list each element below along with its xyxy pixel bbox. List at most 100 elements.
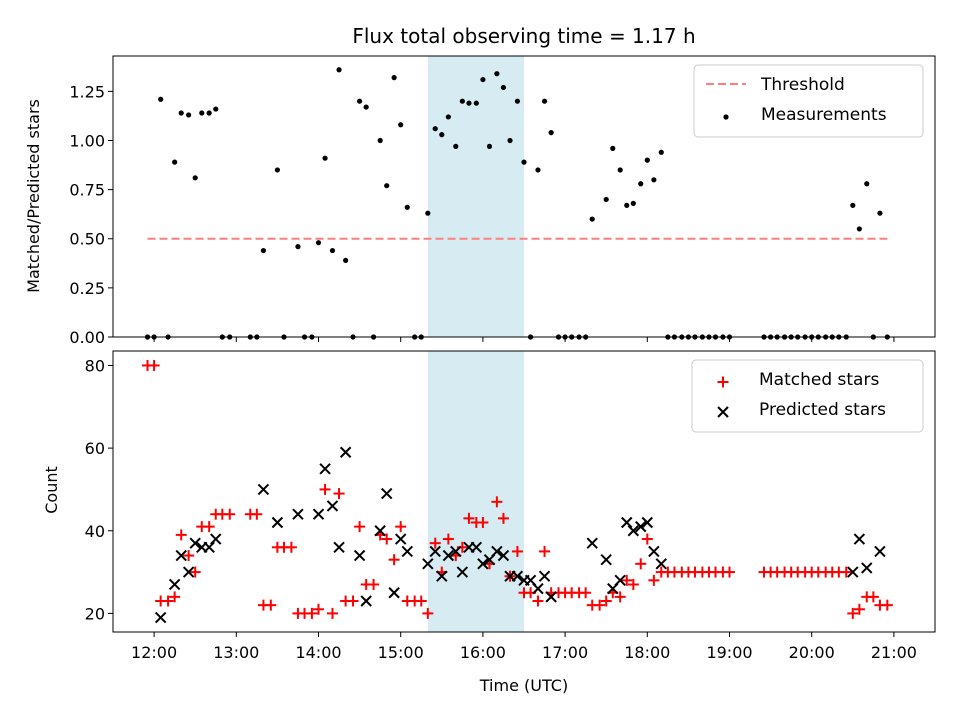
bottom-series-1-point-1-b	[168, 578, 181, 591]
bottom-series-0-point-23	[313, 603, 324, 615]
bottom-series-0-point-71	[641, 533, 653, 545]
bottom-series-1-point-11-b	[312, 508, 325, 520]
bottom-series-1-point-30-b	[470, 541, 483, 553]
top-series-0-point-9	[206, 110, 212, 116]
bottom-series-1-point-9	[271, 516, 284, 529]
bottom-series-1-point-10-b	[292, 508, 304, 520]
bottom-series-1-point-20-b	[388, 587, 400, 599]
top-series-0-point-41	[453, 143, 459, 149]
bottom-series-0-point-19	[285, 541, 297, 553]
bottom-series-1-point-17	[360, 595, 372, 607]
bottom-series-0-point-28	[347, 595, 359, 607]
bottom-series-1-point-22	[401, 545, 413, 558]
bottom-xtick-label-0: 12:00	[131, 643, 177, 662]
bottom-series-0	[142, 359, 893, 619]
top-series-0-point-63	[610, 145, 616, 151]
bottom-series-1-point-27	[450, 545, 462, 558]
top-legend-label-1: Measurements	[761, 105, 887, 125]
legend-predicted-swatch	[717, 406, 729, 418]
bottom-series-1-point-54-b	[861, 562, 873, 574]
bottom-series-0-point-102	[881, 599, 893, 611]
bottom-series-1-point-20	[388, 587, 400, 599]
bottom-xtick-label-2: 14:00	[295, 643, 341, 662]
bottom-series-1-point-52-b	[847, 566, 859, 578]
bottom-series-1-point-40-b	[538, 570, 551, 582]
top-series-0-point-44	[473, 100, 479, 106]
top-series-0-point-5	[178, 110, 184, 116]
bottom-xtick-label-7: 19:00	[706, 643, 752, 662]
top-series-0-point-33	[398, 122, 404, 128]
bottom-series-0-point-49	[491, 496, 503, 508]
bottom-series-0-point-26	[333, 488, 345, 500]
top-ytick-label-2: 0.50	[69, 230, 105, 249]
bottom-series-0-point-50	[497, 512, 509, 524]
top-series-0-point-48	[500, 84, 507, 91]
bottom-series-0-point-55	[532, 595, 544, 607]
top-ytick-label-0: 0.00	[69, 328, 105, 347]
bottom-series-1-point-25-b	[436, 570, 448, 582]
bottom-series-0-point-83	[724, 566, 735, 578]
bottom-series-1-point-19-b	[381, 487, 393, 500]
bottom-series-1-point-50	[648, 545, 660, 558]
top-series-0-point-66	[630, 200, 636, 206]
top-series-0-point-27	[357, 98, 363, 104]
bottom-series-1-point-33	[491, 545, 503, 558]
bottom-series-1-point-13	[326, 500, 339, 512]
top-y-axis-label: Matched/Predicted stars	[24, 99, 43, 293]
top-series-0-point-22	[322, 155, 328, 161]
top-series-0-point-53	[535, 167, 541, 173]
bottom-xtick-label-6: 18:00	[624, 643, 670, 662]
top-chart-title: Flux total observing time = 1.17 h	[352, 24, 695, 48]
bottom-legend: Matched stars Predicted stars	[691, 359, 924, 433]
top-series-0-point-54	[541, 98, 548, 104]
bottom-series-0-point-68	[621, 574, 633, 586]
bottom-series-1-point-41-b	[545, 591, 557, 603]
bottom-series-0-point-14	[251, 508, 263, 520]
bottom-ytick-label-0: 20	[85, 604, 105, 623]
bottom-xtick-label-8: 20:00	[789, 643, 835, 662]
top-series-0-point-16	[274, 167, 280, 173]
bottom-series-1-point-4	[189, 537, 201, 549]
bottom-series-0-point-47	[477, 516, 489, 528]
bottom-series-0-point-7	[189, 566, 201, 578]
legend-predicted-swatch-b	[717, 406, 729, 418]
top-series-0-point-47	[494, 71, 500, 77]
top-series-0-point-38	[432, 126, 438, 132]
top-series-0-point-31	[384, 183, 390, 189]
top-legend-box	[693, 64, 924, 138]
bottom-series-1-point-0	[154, 611, 167, 624]
bottom-legend-label-0: Matched stars	[759, 370, 879, 390]
top-highlight-span	[427, 56, 524, 337]
top-series-0-point-42	[459, 98, 465, 104]
bottom-series-1-point-27-b	[450, 545, 462, 558]
top-series-0-point-18	[295, 244, 301, 250]
bottom-series-1-point-30	[470, 541, 483, 553]
top-axes-frame	[112, 55, 936, 338]
bottom-series-0-point-38	[415, 595, 427, 607]
top-series-0-point-15	[260, 247, 267, 254]
bottom-series-0-point-40	[429, 537, 441, 549]
bottom-y-axis-label: Count	[42, 466, 61, 514]
bottom-series-1-point-16	[353, 549, 366, 562]
bottom-series-1	[154, 446, 886, 624]
bottom-series-1-point-53	[853, 533, 866, 545]
bottom-series-0-point-65	[600, 595, 612, 607]
top-series-0-point-4	[172, 159, 178, 165]
bottom-series-0-point-56	[539, 545, 551, 557]
bottom-series-1-point-39	[532, 582, 544, 595]
top-series-0-point-51	[521, 159, 527, 165]
bottom-series-1-point-33-b	[491, 545, 503, 558]
bottom-ytick-label-3: 80	[85, 356, 105, 375]
bottom-series-1-point-46	[621, 516, 633, 529]
bottom-series-0-point-72	[648, 574, 660, 586]
bottom-series-1-point-8-b	[257, 483, 270, 496]
top-series-0-point-69	[651, 177, 657, 183]
bottom-series-1-point-10	[292, 508, 304, 520]
top-series-0-point-7	[192, 175, 198, 181]
bottom-series-1-point-42	[586, 537, 598, 549]
bottom-series-1-point-28-b	[456, 566, 469, 578]
top-series-0-point-61	[589, 216, 595, 222]
bottom-xtick-label-3: 15:00	[378, 643, 424, 662]
bottom-series-1-point-28	[456, 566, 469, 578]
bottom-series-0-point-16	[265, 599, 277, 611]
